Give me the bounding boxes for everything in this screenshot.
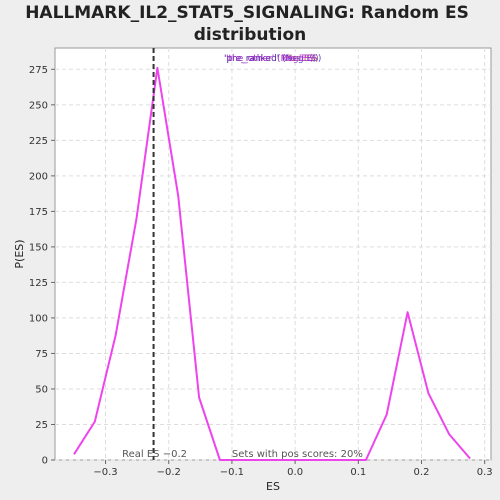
legend-entry: 'the_other' (Neg ES) [226, 54, 316, 64]
pos-scores-label: Sets with pos scores: 20% [232, 449, 363, 460]
series-line [73, 66, 471, 461]
grid [55, 48, 491, 461]
x-tick-label: 0.2 [414, 467, 430, 478]
y-tick-label: 175 [29, 207, 48, 218]
legend: 'pre_ranked' (Pos ES)'pre_ranked' (Neg E… [224, 54, 321, 64]
x-tick-label: 0.1 [350, 467, 366, 478]
y-tick-label: 125 [29, 278, 48, 289]
y-tick-label: 50 [35, 384, 48, 395]
legend-entry: 'the_other' (Pos ES) [226, 54, 314, 64]
y-tick-label: 25 [35, 420, 48, 431]
x-axis-label: ES [266, 480, 280, 493]
real-es-label: Real ES −0.2 [122, 449, 187, 460]
y-axis-label: P(ES) [13, 239, 26, 268]
x-tick-label: −0.2 [157, 467, 181, 478]
y-tick-label: 150 [29, 242, 48, 253]
y-tick-label: 225 [29, 136, 48, 147]
chart-title-line-2: distribution [194, 25, 306, 45]
legend-entry: 'pre_ranked' (Neg ES) [224, 54, 321, 64]
axes: 0 25 50 75 100 125 150 175 200 225 250 275 −0.3 −0.2 −… [29, 65, 493, 478]
chart-title-line-1: HALLMARK_IL2_STAT5_SIGNALING: Random ES [25, 3, 469, 23]
x-tick-label: 0.3 [477, 467, 493, 478]
series-layer [73, 66, 471, 461]
marker-layer: Real ES −0.2 Sets with pos scores: 20% [122, 48, 363, 460]
y-tick-label: 100 [29, 313, 48, 324]
legend-entry: 'pre_ranked' (Pos ES) [224, 54, 319, 64]
x-tick-label: −0.1 [220, 467, 244, 478]
y-tick-label: 275 [29, 65, 48, 76]
y-tick-label: 75 [35, 349, 48, 360]
plot-area [54, 47, 492, 461]
y-tick-label: 200 [29, 171, 48, 182]
x-tick-label: −0.3 [93, 467, 117, 478]
y-tick-label: 0 [42, 456, 48, 467]
y-tick-label: 250 [29, 100, 48, 111]
x-tick-label: 0.0 [287, 467, 303, 478]
